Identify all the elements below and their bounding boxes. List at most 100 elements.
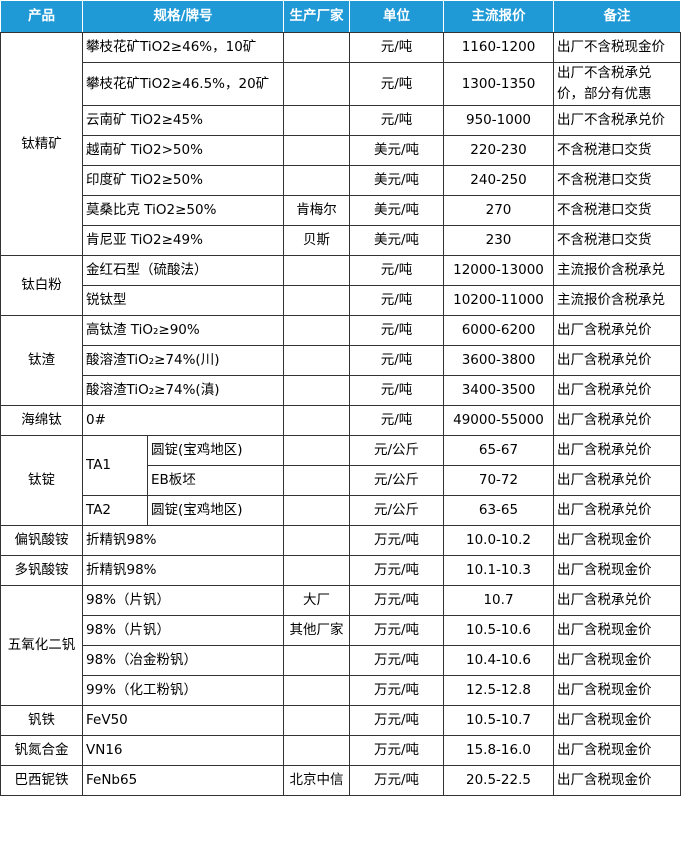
grade-cell: TA2 [82, 495, 148, 526]
unit-cell: 万元/吨 [349, 705, 444, 736]
table-row: 98%（片钒） 其他厂家 万元/吨 10.5-10.6 出厂含税现金价 [1, 615, 681, 646]
maker-cell [283, 735, 350, 766]
header-cell: 产品 [0, 0, 83, 33]
unit-cell: 万元/吨 [349, 765, 444, 796]
maker-cell [283, 405, 350, 436]
spec-cell: 折精钒98% [82, 525, 284, 556]
note-cell: 出厂含税现金价 [553, 615, 681, 646]
maker-cell [283, 255, 350, 286]
note-cell: 不含税港口交货 [553, 135, 681, 166]
spec-cell: EB板坯 [147, 465, 284, 496]
price-cell: 12.5-12.8 [443, 675, 554, 706]
table-row: 钛精矿 攀枝花矿TiO2≥46%，10矿 元/吨 1160-1200 出厂不含税现金价 [0, 32, 681, 256]
table-row: 钒氮合金 VN16 万元/吨 15.8-16.0 出厂含税现金价 [0, 735, 681, 766]
note-cell: 不含税港口交货 [553, 165, 681, 196]
unit-cell: 万元/吨 [349, 585, 444, 616]
note-cell: 出厂含税现金价 [553, 705, 681, 736]
spec-cell: 印度矿 TiO2≥50% [82, 165, 284, 196]
table-row: 五氧化二钒 98%（片钒） 大厂 万元/吨 10.7 出厂含税承兑价 [0, 585, 681, 706]
table-row: 钛白粉 金红石型（硫酸法） 元/吨 12000-13000 主流报价含税承兑 [0, 255, 681, 316]
maker-cell: 肯梅尔 [283, 195, 350, 226]
spec-cell: 98%（片钒） [82, 585, 284, 616]
table-row: 多钒酸铵 折精钒98% 万元/吨 10.1-10.3 出厂含税现金价 [0, 555, 681, 586]
unit-cell: 万元/吨 [349, 525, 444, 556]
unit-cell: 元/公斤 [349, 465, 444, 496]
spec-cell: 攀枝花矿TiO2≥46%，10矿 [82, 32, 284, 63]
price-cell: 10.4-10.6 [443, 645, 554, 676]
maker-cell [283, 375, 350, 406]
product-cell: 多钒酸铵 [0, 555, 83, 586]
product-cell: 钛渣 [0, 315, 83, 406]
table-row: 99%（化工粉钒） 万元/吨 12.5-12.8 出厂含税现金价 [1, 675, 681, 706]
header-cell: 生产厂家 [283, 0, 350, 33]
unit-cell: 元/吨 [349, 405, 444, 436]
note-cell: 出厂含税现金价 [553, 555, 681, 586]
unit-cell: 万元/吨 [349, 735, 444, 766]
price-cell: 70-72 [443, 465, 554, 496]
maker-cell [283, 32, 350, 63]
unit-cell: 元/吨 [349, 315, 444, 346]
unit-cell: 元/吨 [349, 375, 444, 406]
product-cell: 偏钒酸铵 [0, 525, 83, 556]
spec-cell: 肯尼亚 TiO2≥49% [82, 225, 284, 256]
unit-cell: 万元/吨 [349, 645, 444, 676]
spec-cell: 99%（化工粉钒） [82, 675, 284, 706]
product-cell: 钒氮合金 [0, 735, 83, 766]
header-cell: 主流报价 [443, 0, 554, 33]
table-row: 钛锭 TA1 圆锭(宝鸡地区) 元/公斤 65-67 出厂含税承兑价 [0, 435, 681, 526]
unit-cell: 元/公斤 [349, 495, 444, 526]
unit-cell: 万元/吨 [349, 555, 444, 586]
unit-cell: 美元/吨 [349, 225, 444, 256]
spec-cell: 酸溶渣TiO₂≥74%(滇) [82, 375, 284, 406]
maker-cell [283, 285, 350, 316]
maker-cell: 北京中信 [283, 765, 350, 796]
unit-cell: 美元/吨 [349, 195, 444, 226]
note-cell: 出厂含税现金价 [553, 765, 681, 796]
header-row: 产品 规格/牌号 生产厂家 单位 主流报价 备注 [0, 0, 681, 33]
price-cell: 10.5-10.7 [443, 705, 554, 736]
spec-cell: 高钛渣 TiO₂≥90% [82, 315, 284, 346]
spec-cell: 锐钛型 [82, 285, 284, 316]
product-cell: 巴西铌铁 [0, 765, 83, 796]
maker-cell [283, 645, 350, 676]
price-cell: 12000-13000 [443, 255, 554, 286]
note-cell: 出厂含税现金价 [553, 525, 681, 556]
header-cell: 备注 [553, 0, 681, 33]
spec-cell: FeV50 [82, 705, 284, 736]
unit-cell: 万元/吨 [349, 615, 444, 646]
maker-cell [283, 495, 350, 526]
unit-cell: 元/吨 [349, 345, 444, 376]
unit-cell: 美元/吨 [349, 135, 444, 166]
header-cell: 规格/牌号 [82, 0, 284, 33]
spec-cell: VN16 [82, 735, 284, 766]
spec-cell: 莫桑比克 TiO2≥50% [82, 195, 284, 226]
price-cell: 10.0-10.2 [443, 525, 554, 556]
maker-cell: 其他厂家 [283, 615, 350, 646]
maker-cell [283, 165, 350, 196]
note-cell: 出厂不含税承兑价 [553, 105, 681, 136]
maker-cell [283, 345, 350, 376]
price-cell: 15.8-16.0 [443, 735, 554, 766]
table-row: 攀枝花矿TiO2≥46.5%，20矿 元/吨 1300-1350 出厂不含税承兑价，部… [1, 62, 681, 106]
price-cell: 10.1-10.3 [443, 555, 554, 586]
note-cell: 出厂含税承兑价 [553, 405, 681, 436]
table-row: 海绵钛 0# 元/吨 49000-55000 出厂含税承兑价 [0, 405, 681, 436]
price-cell: 10.5-10.6 [443, 615, 554, 646]
spec-cell: 云南矿 TiO2≥45% [82, 105, 284, 136]
spec-cell: 酸溶渣TiO₂≥74%(川) [82, 345, 284, 376]
maker-cell [283, 555, 350, 586]
spec-cell: 攀枝花矿TiO2≥46.5%，20矿 [82, 62, 284, 106]
spec-cell: 金红石型（硫酸法） [82, 255, 284, 286]
table-row: 印度矿 TiO2≥50% 美元/吨 240-250 不含税港口交货 [1, 165, 681, 196]
price-cell: 3400-3500 [443, 375, 554, 406]
table-row: 肯尼亚 TiO2≥49% 贝斯 美元/吨 230 不含税港口交货 [1, 225, 681, 256]
table-row: 酸溶渣TiO₂≥74%(川) 元/吨 3600-3800 出厂含税承兑价 [1, 345, 681, 376]
header-cell: 单位 [349, 0, 444, 33]
product-cell: 钒铁 [0, 705, 83, 736]
price-table: 产品 规格/牌号 生产厂家 单位 主流报价 备注 钛精矿 攀枝花矿TiO2≥46%，10矿 元/… [0, 0, 681, 796]
maker-cell: 贝斯 [283, 225, 350, 256]
table-row: 酸溶渣TiO₂≥74%(滇) 元/吨 3400-3500 出厂含税承兑价 [1, 375, 681, 406]
note-cell: 主流报价含税承兑 [553, 255, 681, 286]
price-cell: 20.5-22.5 [443, 765, 554, 796]
